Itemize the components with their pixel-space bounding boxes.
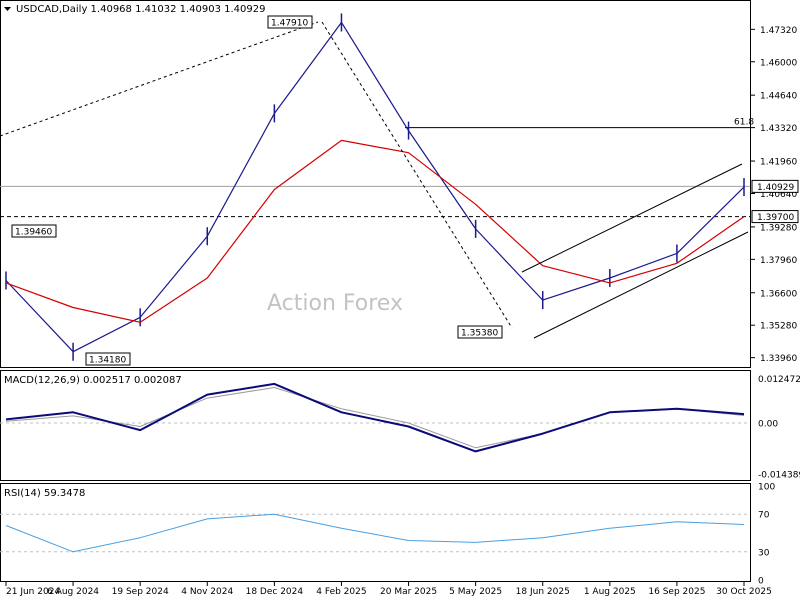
symbol-readout: USDCAD,Daily 1.40968 1.41032 1.40903 1.4… bbox=[16, 4, 266, 15]
macd-tick-label: 0.012472 bbox=[758, 375, 800, 385]
x-tick-label: 18 Jun 2025 bbox=[516, 587, 570, 597]
price-tick-label: 1.39280 bbox=[760, 223, 797, 233]
channel-lower bbox=[533, 231, 749, 339]
rsi-tick-label: 100 bbox=[758, 483, 775, 493]
price-line bbox=[5, 21, 745, 353]
current-price-label: 1.40929 bbox=[757, 183, 794, 193]
macd-tick-label: -0.014389 bbox=[758, 471, 800, 481]
price-panel bbox=[0, 0, 751, 368]
annotation-box bbox=[11, 224, 57, 238]
price-tick-label: 1.46000 bbox=[760, 58, 797, 68]
price-axis: 1.47320 1.46000 1.44640 1.43320 1.41960 1.406… bbox=[750, 26, 797, 364]
price-tick-label: 1.47320 bbox=[760, 26, 797, 36]
channel-upper bbox=[521, 163, 743, 273]
rsi-tick-label: 30 bbox=[758, 548, 770, 558]
x-tick-label: 21 Jun 2024 bbox=[6, 587, 60, 597]
annotation-label: 1.35380 bbox=[461, 329, 498, 339]
x-tick-label: 6 Aug 2024 bbox=[47, 587, 99, 597]
annotation-box bbox=[457, 325, 503, 339]
price-tick-label: 1.44640 bbox=[760, 92, 797, 102]
price-layer: 61.8 1.40929 1.39700 1.47910 1.39460 1.34180 1… bbox=[0, 13, 799, 366]
x-tick-label: 16 Sep 2025 bbox=[648, 587, 705, 597]
macd-panel bbox=[0, 370, 751, 481]
price-tick-label: 1.35280 bbox=[760, 322, 797, 332]
fibonacci-label: 61.8 bbox=[734, 118, 754, 128]
price-tick-label: 1.33960 bbox=[760, 354, 797, 364]
rsi-panel bbox=[0, 483, 751, 582]
rsi-tick-label: 0 bbox=[758, 577, 764, 587]
x-tick-label: 1 Aug 2025 bbox=[584, 587, 636, 597]
x-tick-label: 4 Feb 2025 bbox=[316, 587, 366, 597]
x-tick-label: 18 Dec 2024 bbox=[246, 587, 304, 597]
current-price-box bbox=[751, 179, 799, 193]
x-tick-label: 4 Nov 2024 bbox=[181, 587, 233, 597]
rsi-layer: 100 70 30 0 bbox=[0, 483, 775, 587]
trendline-dotted-up bbox=[0, 21, 319, 137]
price-tick-label: 1.43320 bbox=[760, 124, 797, 134]
chevron-down-icon bbox=[4, 7, 11, 11]
rsi-tick-label: 70 bbox=[758, 511, 770, 521]
annotation-label: 1.39460 bbox=[15, 228, 52, 238]
macd-layer: 0.012472 0.00 -0.014389 bbox=[0, 375, 800, 481]
price-tick-label: 1.41960 bbox=[760, 158, 797, 168]
x-tick-label: 20 Mar 2025 bbox=[380, 587, 437, 597]
watermark: Action Forex bbox=[267, 291, 403, 316]
macd-line bbox=[5, 382, 745, 453]
macd-tick-label: 0.00 bbox=[758, 419, 778, 429]
x-tick-label: 5 May 2025 bbox=[449, 587, 502, 597]
rsi-line bbox=[5, 513, 745, 553]
macd-label: MACD(12,26,9) 0.002517 0.002087 bbox=[4, 375, 182, 386]
price-tick-label: 1.37960 bbox=[760, 256, 797, 266]
x-tick-label: 19 Sep 2024 bbox=[112, 587, 169, 597]
rsi-label: RSI(14) 59.3478 bbox=[4, 488, 85, 499]
annotation-label: 1.34180 bbox=[89, 356, 126, 366]
x-tick-label: 30 Oct 2025 bbox=[716, 587, 772, 597]
support-price-box bbox=[751, 210, 799, 224]
annotation-box bbox=[85, 352, 131, 366]
trendline-dotted-down bbox=[321, 21, 513, 329]
price-tick-label: 1.36600 bbox=[760, 289, 797, 299]
price-tick-label: 1.40640 bbox=[760, 190, 797, 200]
support-price-label: 1.39700 bbox=[757, 213, 794, 223]
annotation-box bbox=[267, 15, 313, 29]
annotation-label: 1.47910 bbox=[271, 19, 308, 29]
moving-average-line bbox=[5, 139, 745, 323]
